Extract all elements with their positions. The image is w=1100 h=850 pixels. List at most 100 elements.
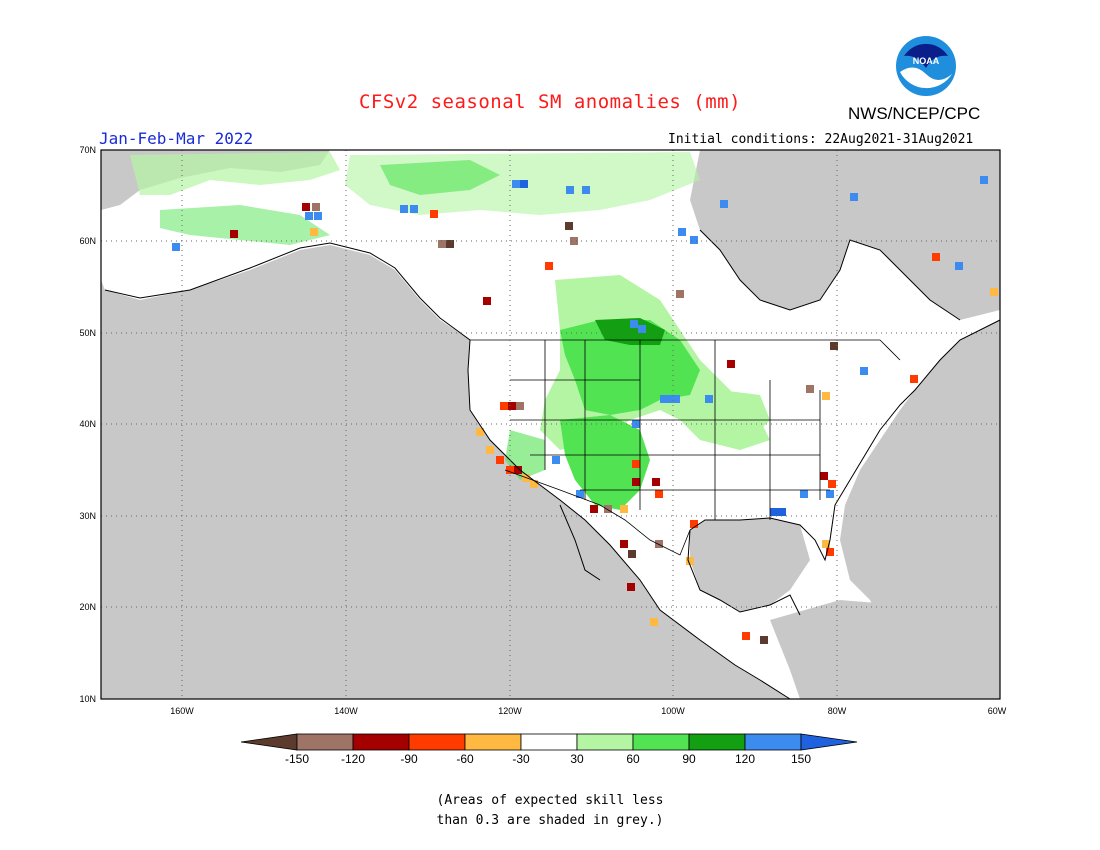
cell-wet bbox=[770, 508, 778, 516]
anomaly-patches bbox=[130, 152, 770, 510]
colorbar-label: 120 bbox=[735, 752, 755, 766]
cell-dry bbox=[500, 402, 508, 410]
cell-dry bbox=[822, 392, 830, 400]
cell-dry bbox=[230, 230, 238, 238]
map-frame bbox=[100, 149, 1001, 700]
cell-dry bbox=[312, 203, 320, 211]
initial-conditions-label: Initial conditions: 22Aug2021-31Aug2021 bbox=[668, 132, 974, 147]
lat-label: 30N bbox=[79, 511, 96, 521]
northern-canada-grey bbox=[690, 150, 1000, 320]
colorbar-label: 90 bbox=[682, 752, 696, 766]
cell-dry bbox=[650, 618, 658, 626]
lon-label: 100W bbox=[661, 706, 685, 716]
logo-lower-wave bbox=[900, 67, 952, 89]
cell-dry bbox=[514, 466, 522, 474]
green-region-north-plains bbox=[560, 320, 700, 415]
colorbar-swatch bbox=[632, 733, 690, 751]
cell-dry bbox=[530, 480, 538, 488]
cell-wet bbox=[314, 212, 322, 220]
latitude-axis: 70N 60N 50N 40N 30N 20N 10N bbox=[79, 145, 96, 704]
cell-wet bbox=[552, 456, 560, 464]
cell-dry bbox=[620, 540, 628, 548]
cell-dry bbox=[828, 480, 836, 488]
atlantic-ocean-grey bbox=[800, 320, 1000, 699]
colorbar-label: -30 bbox=[512, 752, 530, 766]
hudson-bay-coastline bbox=[699, 229, 961, 321]
anomaly-cells bbox=[172, 176, 998, 644]
lon-label: 80W bbox=[828, 706, 847, 716]
cell-dry bbox=[486, 446, 494, 454]
cell-dry bbox=[830, 342, 838, 350]
cell-wet bbox=[305, 212, 313, 220]
lon-label: 60W bbox=[988, 706, 1007, 716]
colorbar-label: -120 bbox=[341, 752, 365, 766]
logo-text: NOAA bbox=[913, 56, 940, 66]
colorbar-arrow-high bbox=[800, 733, 858, 751]
mexico-gulf-coastline bbox=[687, 529, 801, 616]
cell-dry bbox=[760, 636, 768, 644]
lat-label: 70N bbox=[79, 145, 96, 155]
logo-upper-band bbox=[904, 43, 948, 68]
cell-wet bbox=[860, 367, 868, 375]
cell-wet bbox=[512, 180, 520, 188]
cell-dry bbox=[302, 203, 310, 211]
lon-label: 140W bbox=[334, 706, 358, 716]
cell-dry bbox=[676, 290, 684, 298]
dark-green-region bbox=[595, 318, 665, 345]
lon-label: 160W bbox=[170, 706, 194, 716]
cell-dry bbox=[826, 548, 834, 556]
cell-wet bbox=[630, 320, 638, 328]
organization-label: NWS/NCEP/CPC bbox=[848, 104, 981, 123]
cell-dry bbox=[438, 240, 446, 248]
lat-label: 40N bbox=[79, 419, 96, 429]
light-green-midwest bbox=[720, 390, 770, 440]
cell-dry bbox=[483, 297, 491, 305]
cell-dry bbox=[496, 456, 504, 464]
cell-dry bbox=[742, 632, 750, 640]
cell-wet bbox=[400, 205, 408, 213]
skill-grey-shading bbox=[101, 150, 1000, 699]
colorbar-label: -60 bbox=[456, 752, 474, 766]
colorbar-labels: -150 -120 -90 -60 -30 30 60 90 120 150 bbox=[285, 752, 811, 766]
light-green-alaska bbox=[130, 152, 340, 195]
cell-wet bbox=[955, 262, 963, 270]
noaa-logo: NOAA bbox=[896, 36, 956, 96]
colorbar-label: 30 bbox=[570, 752, 584, 766]
state-borders bbox=[510, 340, 830, 520]
cell-wet bbox=[566, 186, 574, 194]
green-region-rockies bbox=[560, 415, 650, 510]
cell-dry bbox=[932, 253, 940, 261]
cell-dry bbox=[690, 520, 698, 528]
cell-dry bbox=[516, 402, 524, 410]
colorbar-label: 150 bbox=[791, 752, 811, 766]
cell-dry bbox=[476, 428, 484, 436]
cell-wet bbox=[638, 325, 646, 333]
green-alaska-patch bbox=[160, 205, 330, 245]
colorbar-swatch bbox=[744, 733, 802, 751]
cell-dry bbox=[686, 557, 694, 565]
lat-label: 60N bbox=[79, 236, 96, 246]
colorbar-swatch bbox=[688, 733, 746, 751]
cell-dry bbox=[632, 478, 640, 486]
cell-dry bbox=[570, 237, 578, 245]
cell-dry bbox=[655, 490, 663, 498]
gulf-of-mexico-grey bbox=[690, 518, 810, 612]
cell-dry bbox=[820, 472, 828, 480]
cell-dry bbox=[632, 460, 640, 468]
colorbar-swatch bbox=[352, 733, 410, 751]
lon-label: 120W bbox=[498, 706, 522, 716]
colorbar-swatch bbox=[408, 733, 466, 751]
cell-wet bbox=[850, 193, 858, 201]
cell-dry bbox=[806, 385, 814, 393]
lat-label: 50N bbox=[79, 328, 96, 338]
cell-wet bbox=[520, 180, 528, 188]
cell-dry bbox=[565, 222, 573, 230]
colorbar-swatch bbox=[296, 733, 354, 751]
cell-wet bbox=[800, 490, 808, 498]
baja-california bbox=[559, 504, 601, 581]
cell-dry bbox=[545, 262, 553, 270]
atlantic-gulf-coastline bbox=[689, 319, 1001, 562]
cell-dry bbox=[310, 228, 318, 236]
colorbar-swatch bbox=[576, 733, 634, 751]
